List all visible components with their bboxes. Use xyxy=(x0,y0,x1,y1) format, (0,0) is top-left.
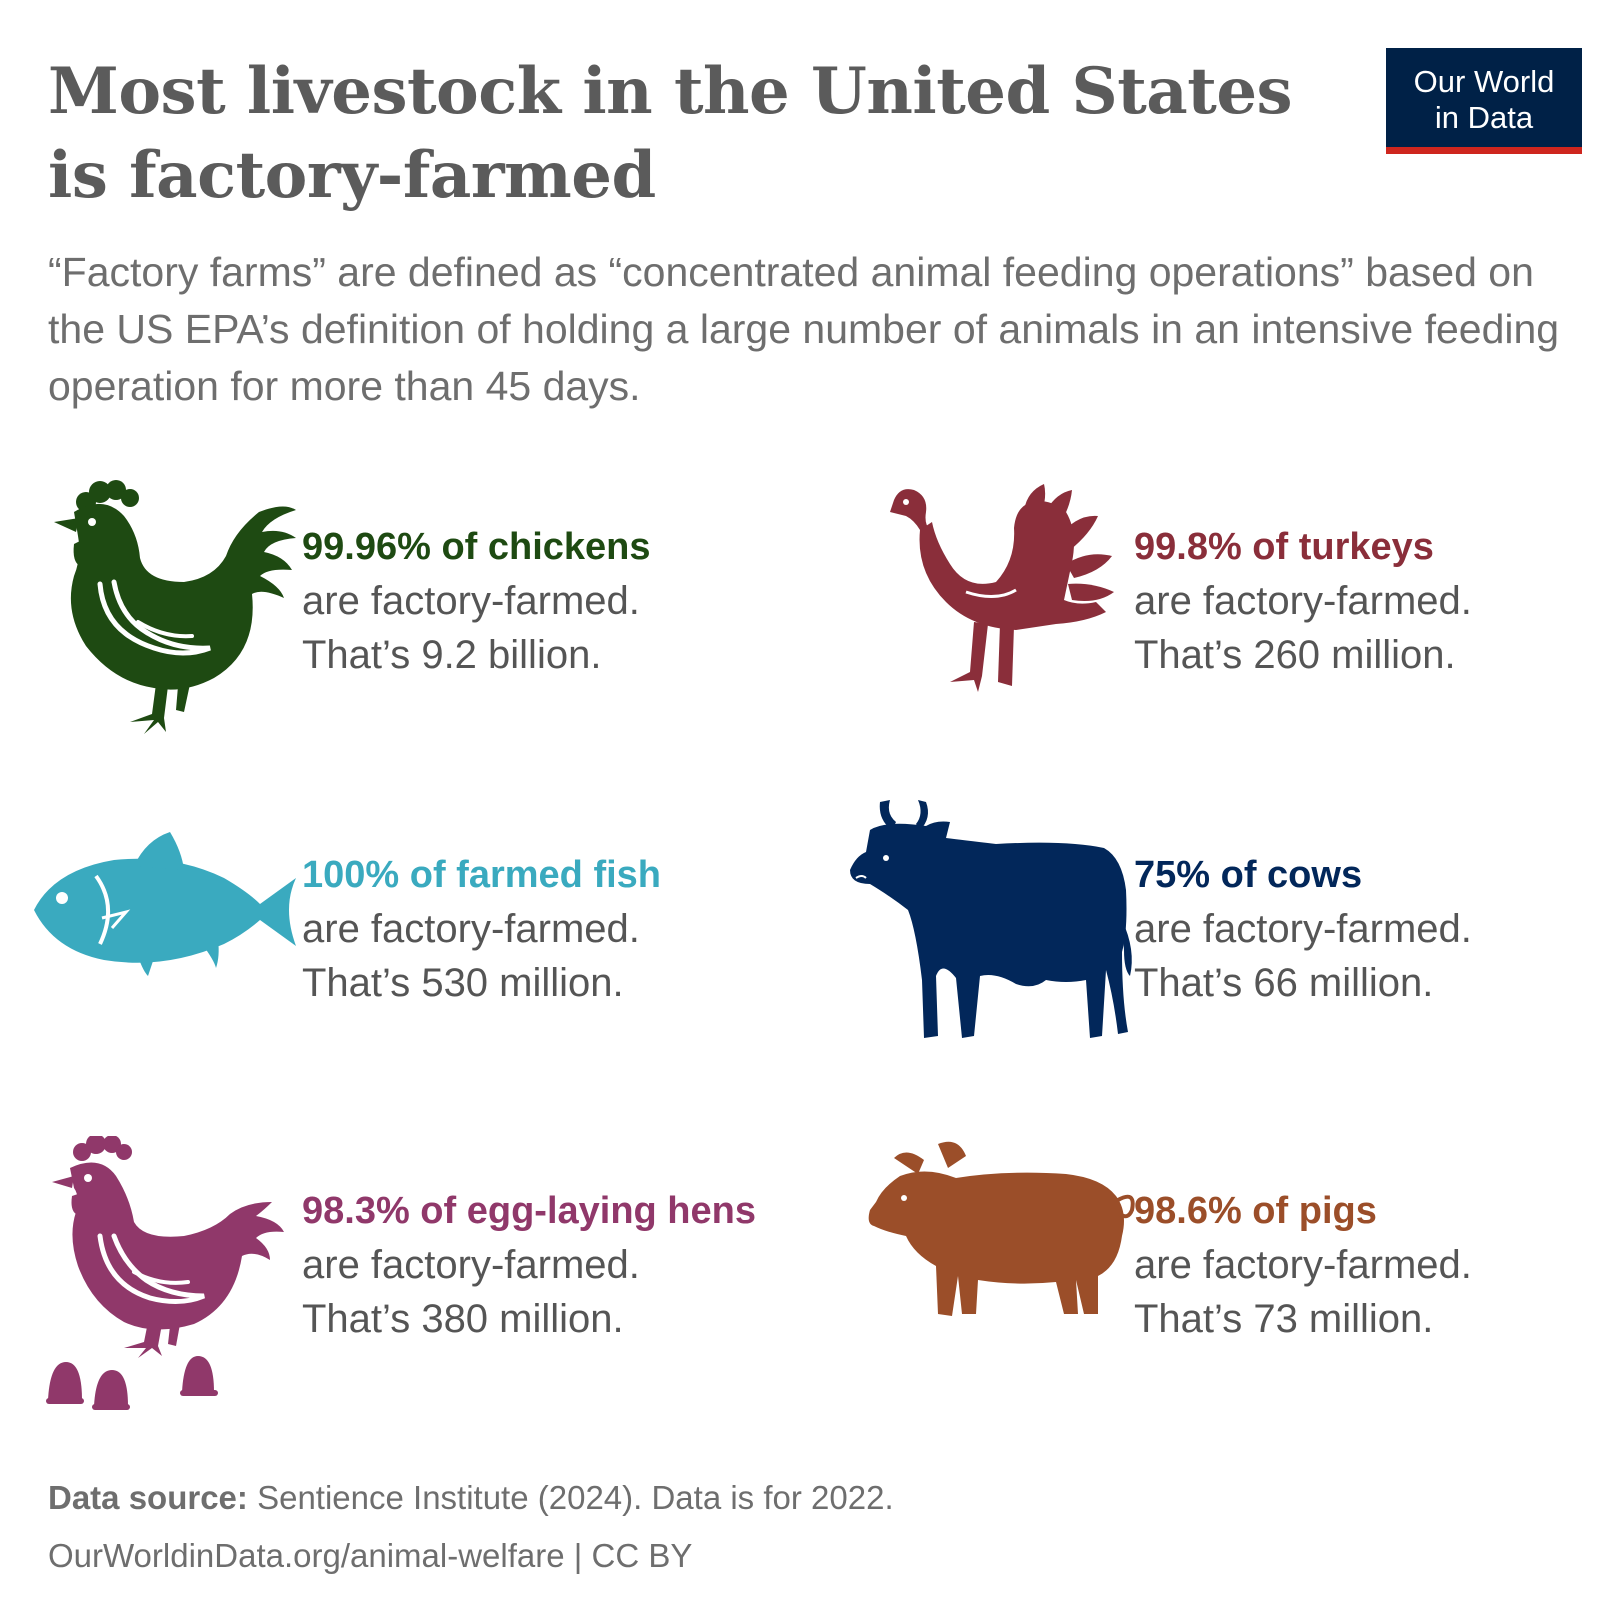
stat-headline: 99.8% of turkeys xyxy=(1134,526,1434,568)
chicken-icon xyxy=(54,480,296,734)
footer-url-license[interactable]: OurWorldinData.org/animal-welfare | CC B… xyxy=(48,1537,693,1574)
turkey-icon xyxy=(890,484,1114,692)
animal-text: 100% of farmed fish are factory-farmed. … xyxy=(302,848,822,1010)
owid-logo[interactable]: Our World in Data xyxy=(1386,48,1582,154)
cow-icon xyxy=(850,800,1132,1038)
animal-stat-cows: 75% of cows are factory-farmed. That’s 6… xyxy=(850,800,1620,1100)
animal-stat-pigs: 98.6% of pigs are factory-farmed. That’s… xyxy=(866,1136,1620,1436)
stat-headline: 99.96% of chickens xyxy=(302,526,651,568)
stat-line-1: are factory-farmed. xyxy=(302,1243,640,1287)
animal-stat-egg-laying-hens: 98.3% of egg-laying hens are factory-far… xyxy=(34,1136,824,1436)
stat-headline: 100% of farmed fish xyxy=(302,854,661,896)
animal-text: 98.3% of egg-laying hens are factory-far… xyxy=(302,1184,822,1346)
stat-headline: 98.6% of pigs xyxy=(1134,1190,1377,1232)
stat-line-2: That’s 73 million. xyxy=(1134,1297,1434,1341)
page-title: Most livestock in the United States is f… xyxy=(48,54,1293,213)
animal-stat-farmed-fish: 100% of farmed fish are factory-farmed. … xyxy=(34,800,824,1100)
stat-line-2: That’s 260 million. xyxy=(1134,633,1456,677)
animal-text: 98.6% of pigs are factory-farmed. That’s… xyxy=(1134,1184,1620,1346)
pig-icon xyxy=(868,1141,1135,1316)
stat-line-1: are factory-farmed. xyxy=(1134,579,1472,623)
data-source: Data source: Sentience Institute (2024).… xyxy=(48,1474,894,1522)
stat-headline: 75% of cows xyxy=(1134,854,1363,896)
stat-headline: 98.3% of egg-laying hens xyxy=(302,1190,756,1232)
stat-line-1: are factory-farmed. xyxy=(302,579,640,623)
stat-line-1: are factory-farmed. xyxy=(1134,907,1472,951)
animal-text: 99.96% of chickens are factory-farmed. T… xyxy=(302,520,822,682)
stat-line-2: That’s 530 million. xyxy=(302,961,624,1005)
stat-line-1: are factory-farmed. xyxy=(1134,1243,1472,1287)
data-source-label: Data source: xyxy=(48,1479,248,1516)
logo-line-1: Our World xyxy=(1413,63,1555,99)
subtitle: “Factory farms” are defined as “concentr… xyxy=(48,249,1560,409)
hen-with-eggs-icon xyxy=(46,1136,284,1410)
animal-stat-chickens: 99.96% of chickens are factory-farmed. T… xyxy=(34,472,824,772)
animal-text: 75% of cows are factory-farmed. That’s 6… xyxy=(1134,848,1620,1010)
logo-line-2: in Data xyxy=(1434,99,1534,135)
stat-line-2: That’s 66 million. xyxy=(1134,961,1434,1005)
stat-line-2: That’s 380 million. xyxy=(302,1297,624,1341)
data-source-text: Sentience Institute (2024). Data is for … xyxy=(247,1479,894,1516)
stat-line-2: That’s 9.2 billion. xyxy=(302,633,602,677)
fish-icon xyxy=(34,832,296,976)
stat-line-1: are factory-farmed. xyxy=(302,907,640,951)
animal-stat-turkeys: 99.8% of turkeys are factory-farmed. Tha… xyxy=(866,472,1620,772)
animal-text: 99.8% of turkeys are factory-farmed. Tha… xyxy=(1134,520,1620,682)
